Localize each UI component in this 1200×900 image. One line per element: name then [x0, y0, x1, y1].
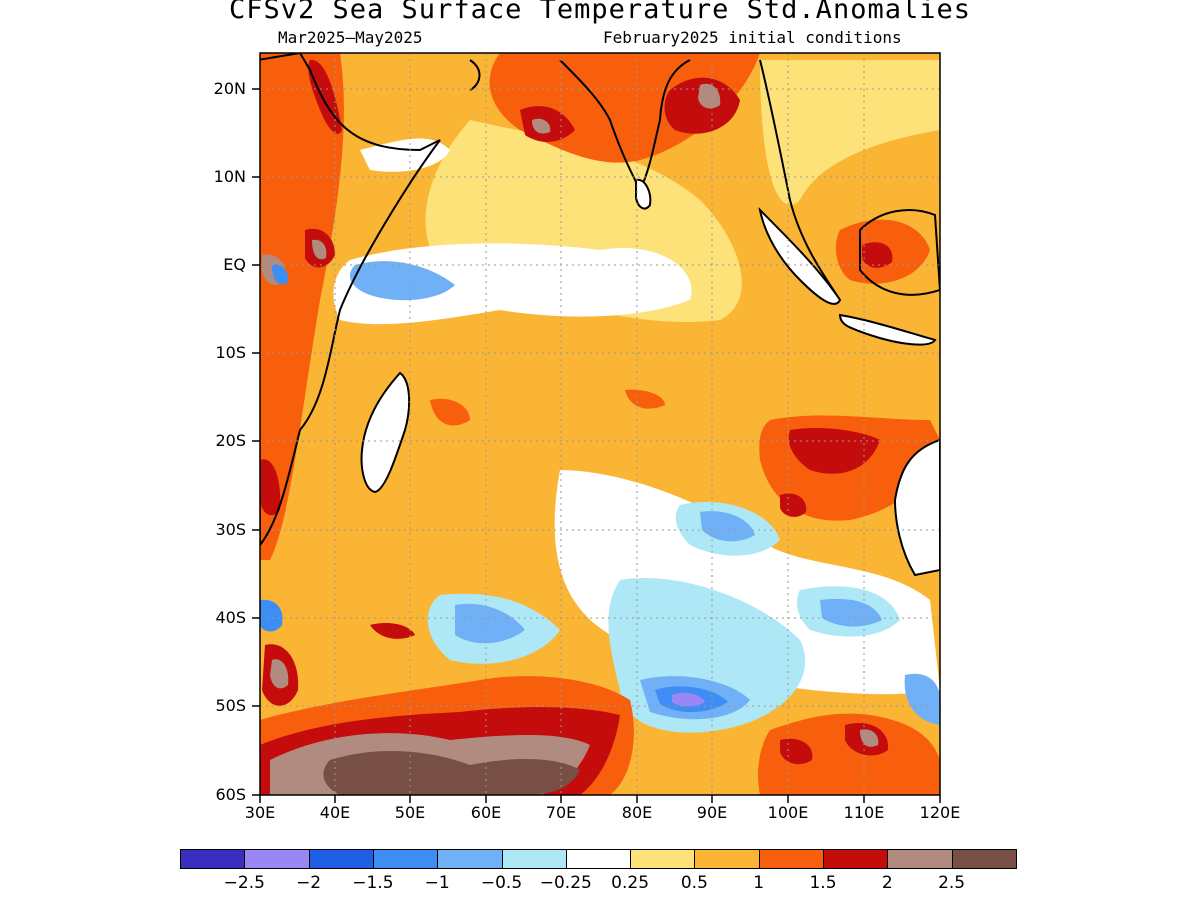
colorbar-label: −1.5	[352, 873, 394, 893]
lon-label-120e: 120E	[919, 803, 961, 822]
colorbar-swatch	[758, 849, 825, 869]
colorbar-swatch	[308, 849, 375, 869]
sumatra	[758, 206, 842, 305]
field-positive-se-corner-core	[780, 738, 813, 765]
colorbar-label: 0.5	[680, 873, 708, 893]
field-positive-arabian-peak	[532, 118, 551, 134]
field-negative-coast-40s	[260, 599, 283, 632]
field-positive-southern-band-peak	[323, 750, 580, 795]
initial-conditions: February2025 initial conditions	[603, 28, 902, 47]
colorbar-label: 0.25	[611, 873, 650, 893]
lon-label-110e: 110E	[843, 803, 885, 822]
colorbar-label: 1.5	[809, 873, 837, 893]
field-neutral-bay	[760, 60, 940, 205]
field-negative-far-east	[904, 673, 940, 725]
lon-label-50e: 50E	[394, 803, 426, 822]
field-negative-east-core	[700, 511, 755, 542]
field-negative-west	[350, 261, 455, 301]
colorbar-swatch	[823, 849, 889, 869]
colorbar-swatch	[694, 849, 761, 869]
lat-label-20s: 20S	[215, 431, 246, 450]
lon-label-80e: 80E	[621, 803, 653, 822]
field-positive-se-corner	[758, 713, 940, 795]
colorbar-swatch	[244, 849, 311, 869]
field-positive-east-africa-peak	[312, 239, 327, 260]
burma-malaya	[759, 59, 841, 301]
field-positive-east-20s-core	[788, 428, 880, 474]
map-frame	[259, 52, 941, 796]
lat-label-20n: 20N	[213, 79, 246, 98]
lat-label-50s: 50S	[215, 696, 246, 715]
colorbar-label: −1	[424, 873, 450, 893]
borneo	[859, 209, 940, 296]
lat-label-40s: 40S	[215, 608, 246, 627]
colorbar-swatch	[437, 849, 503, 869]
field-positive-west-coast	[260, 53, 344, 560]
colorbar-swatch	[180, 849, 246, 869]
field-positive-se-corner-peak	[860, 729, 879, 747]
grid-lines	[260, 53, 940, 795]
sri-lanka	[635, 178, 652, 210]
field-positive-bengal-peak	[698, 83, 721, 109]
colorbar-swatch	[887, 849, 954, 869]
field-positive-east-30s	[780, 493, 807, 517]
field-negative-south-2-peak	[672, 692, 705, 707]
lat-label-60s: 60S	[215, 785, 246, 804]
map-area	[260, 53, 940, 795]
field-negative-south-1-core	[455, 603, 525, 644]
field-positive-java-core	[862, 242, 893, 268]
field-neutral-equatorial	[333, 243, 692, 325]
colorbar-label: −2	[296, 873, 322, 893]
colorbar-swatch	[372, 849, 439, 869]
field-negative-lake-victoria	[272, 264, 289, 285]
lon-label-60e: 60E	[470, 803, 502, 822]
lat-label-30s: 30S	[215, 520, 246, 539]
lat-label-10n: 10N	[213, 167, 246, 186]
anomaly-fields	[260, 53, 940, 795]
land-masses	[260, 53, 940, 577]
lat-label-eq: EQ	[223, 255, 246, 274]
colorbar-label: −0.5	[480, 873, 523, 893]
lon-label-70e: 70E	[545, 803, 577, 822]
lon-label-90e: 90E	[696, 803, 728, 822]
colorbar-swatch	[501, 849, 568, 869]
colorbar-label: 2.5	[938, 873, 966, 893]
colorbar-label: 1	[753, 873, 765, 893]
australia-west	[893, 438, 940, 577]
field-negative-southeast-core	[820, 598, 882, 627]
colorbar-label: 2	[881, 873, 893, 893]
field-positive-central	[430, 398, 470, 426]
lon-label-30e: 30E	[244, 803, 276, 822]
java	[838, 313, 937, 346]
chart-title: CFSv2 Sea Surface Temperature Std.Anomal…	[229, 0, 971, 25]
colorbar-label: −2.5	[223, 873, 265, 893]
colorbar-swatch	[565, 849, 632, 869]
lon-label-40e: 40E	[319, 803, 351, 822]
field-positive-sw-coast-peak	[270, 659, 289, 689]
colorbar-swatch	[951, 849, 1018, 869]
lat-label-10s: 10S	[215, 343, 246, 362]
arabia-coast	[469, 59, 481, 91]
field-positive-mozambique	[260, 459, 281, 516]
colorbar-swatch	[630, 849, 696, 869]
lon-label-100e: 100E	[767, 803, 809, 822]
africa-coast	[260, 53, 441, 547]
axis-ticks	[252, 88, 941, 803]
forecast-period: Mar2025–May2025	[278, 28, 423, 47]
colorbar-label: −0.25	[539, 873, 592, 893]
field-positive-sw-40s	[370, 623, 415, 639]
madagascar	[360, 371, 411, 494]
field-positive-central-2	[625, 389, 665, 409]
